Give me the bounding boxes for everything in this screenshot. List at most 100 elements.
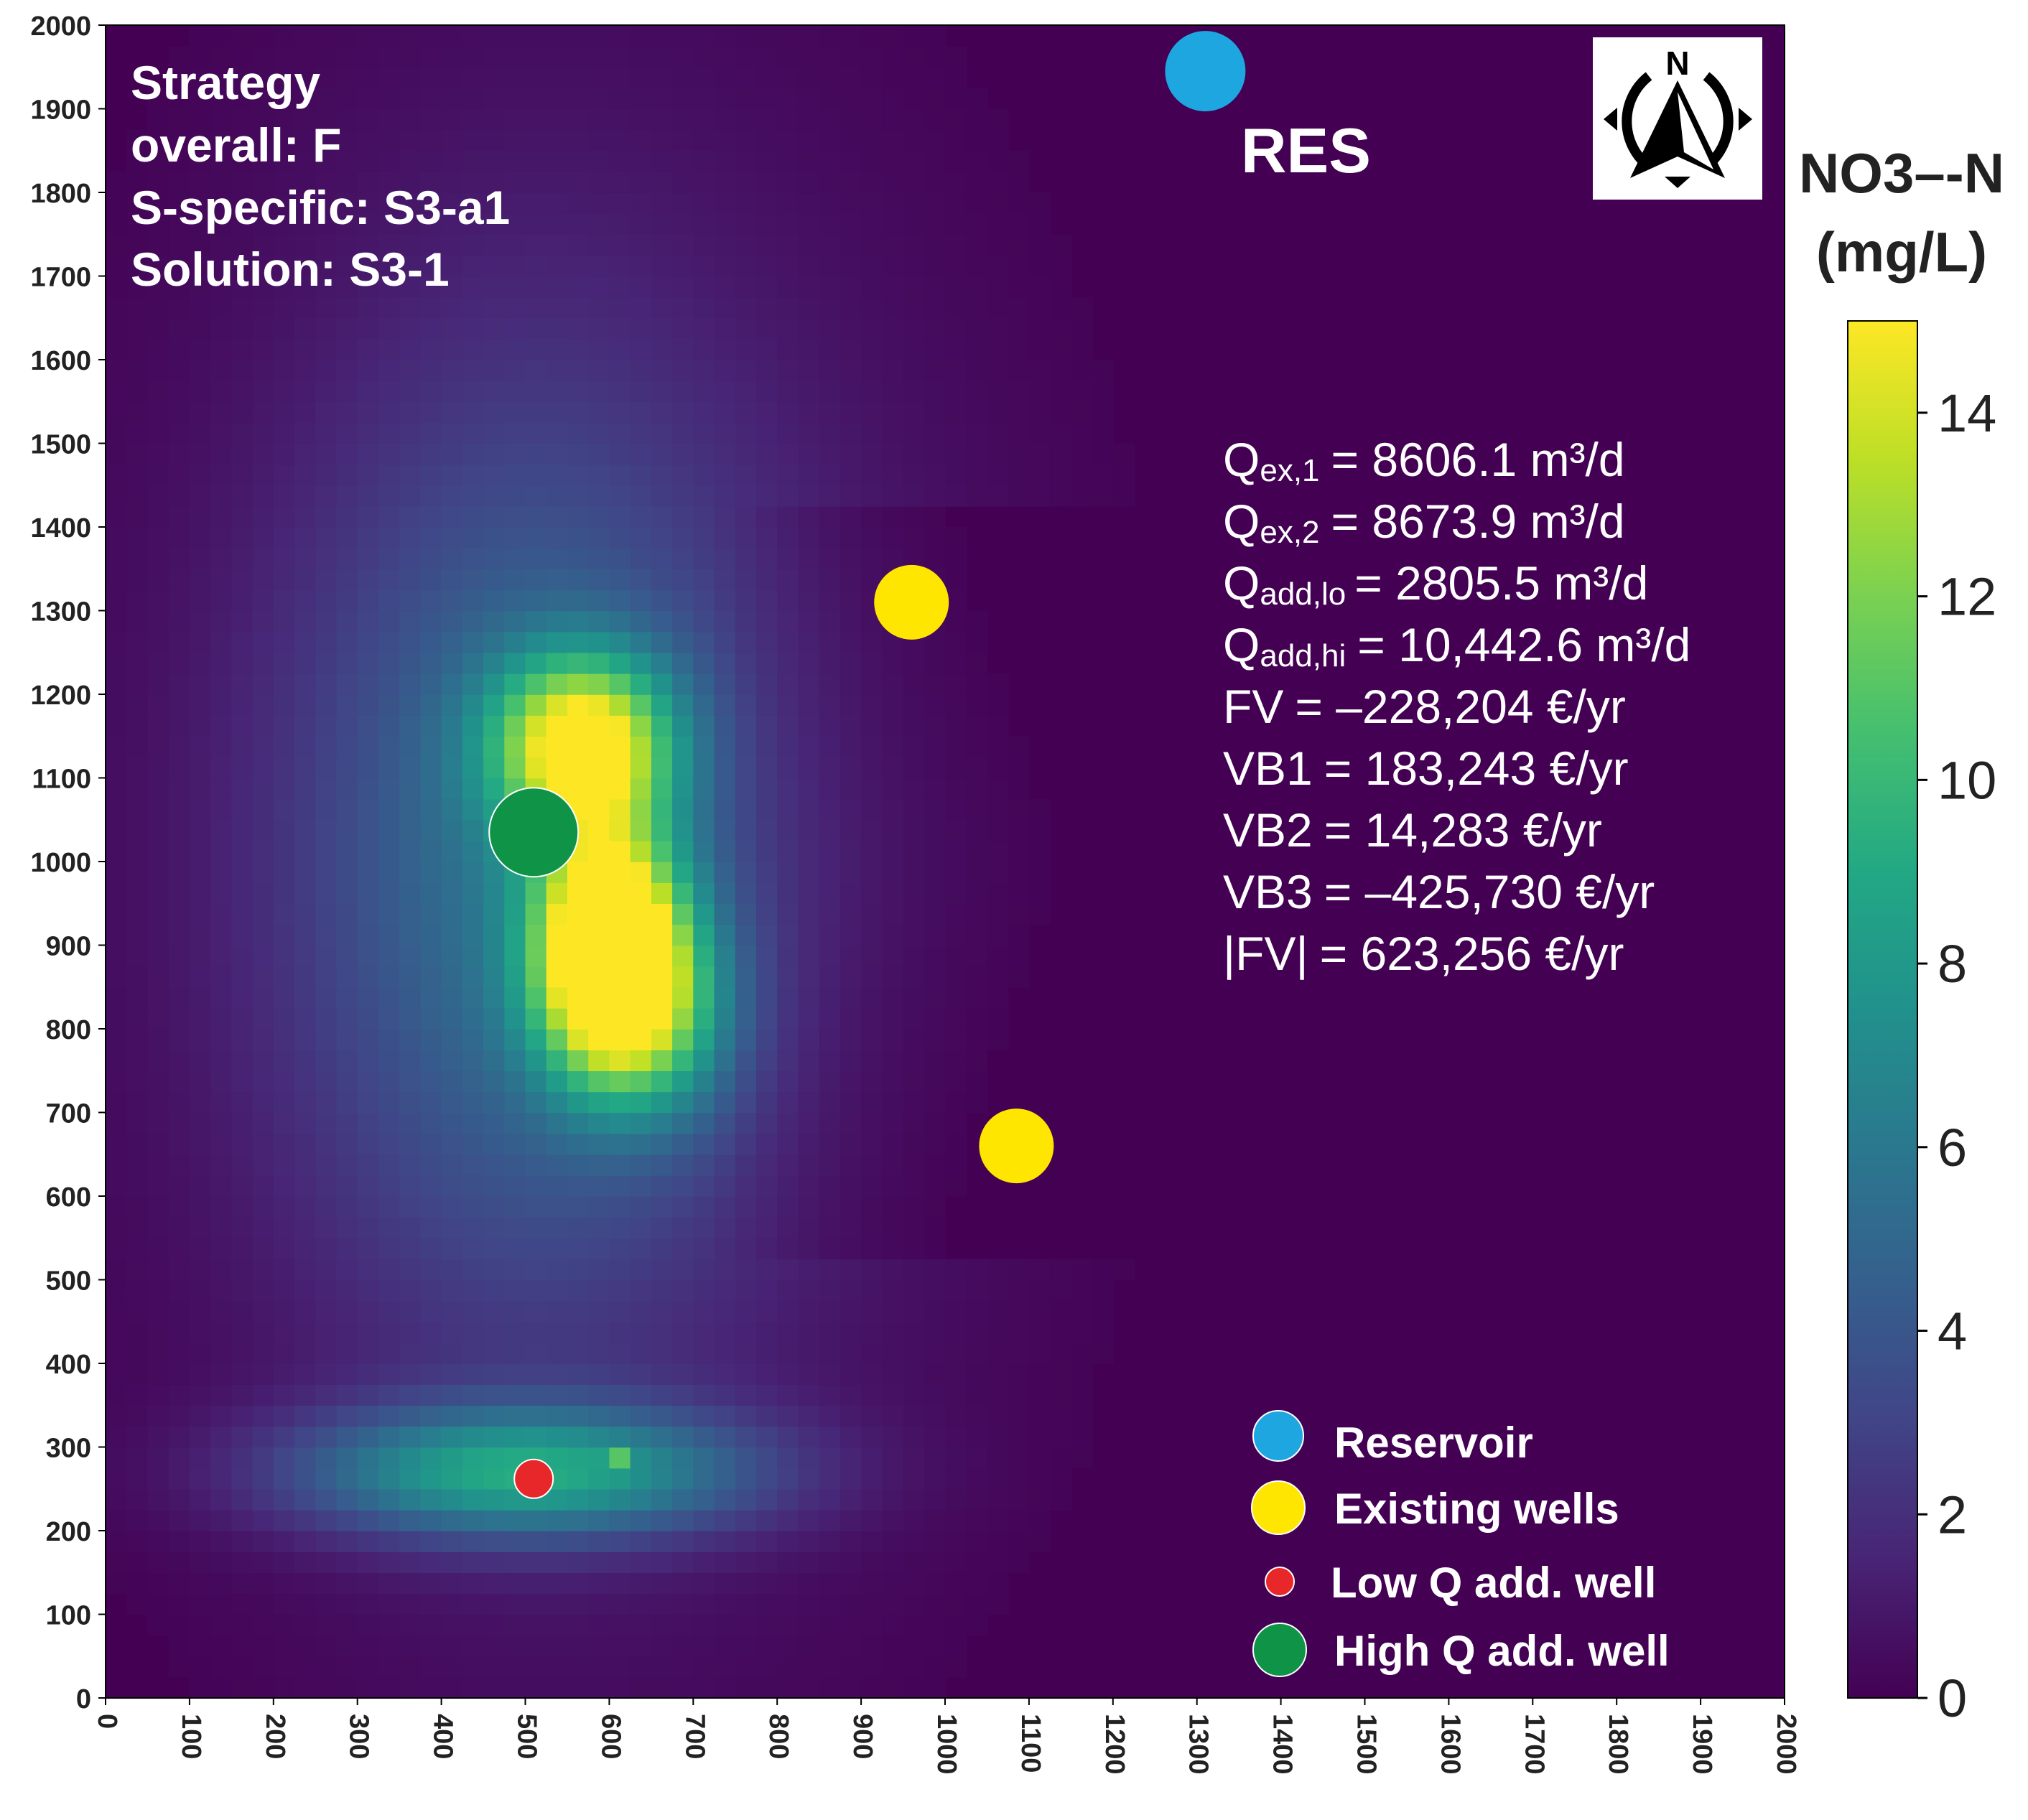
heat-cell (693, 1112, 715, 1134)
heat-cell (294, 317, 316, 340)
heat-cell (210, 255, 233, 277)
heat-cell (525, 1614, 547, 1636)
heat-cell (294, 297, 316, 319)
heat-cell (756, 862, 778, 883)
heat-cell (546, 652, 568, 674)
heat-cell (1008, 757, 1030, 779)
heat-cell (252, 1029, 274, 1050)
heat-cell (861, 88, 883, 110)
heat-cell (735, 924, 757, 946)
heat-cell (735, 1070, 757, 1093)
heat-cell (441, 1635, 463, 1657)
heat-cell (1008, 255, 1030, 277)
heat-cell (525, 485, 547, 507)
heat-cell (294, 1467, 316, 1490)
heat-cell (693, 1614, 715, 1636)
heat-cell (357, 1656, 379, 1678)
heat-cell (126, 1321, 149, 1343)
heat-cell (231, 67, 254, 89)
heat-cell (168, 108, 190, 131)
heat-cell (294, 986, 316, 1009)
heat-cell (504, 757, 526, 779)
heat-cell (567, 338, 589, 360)
heat-cell (294, 1593, 316, 1615)
heat-cell (210, 171, 233, 193)
heat-cell (882, 548, 904, 569)
heat-cell (315, 945, 338, 967)
heat-cell (966, 903, 988, 925)
heat-cell (1028, 276, 1051, 298)
heat-cell (273, 694, 295, 716)
heat-cell (399, 1363, 422, 1385)
heat-cell (777, 631, 799, 653)
heat-cell (546, 67, 568, 89)
heat-cell (420, 464, 442, 486)
heat-cell (903, 1384, 925, 1406)
heat-cell (756, 1070, 778, 1093)
heat-cell (756, 401, 778, 424)
heat-cell (546, 1154, 568, 1176)
heat-cell (756, 360, 778, 381)
heat-cell (588, 757, 610, 779)
heat-cell (924, 1196, 946, 1218)
heat-cell (126, 1572, 149, 1595)
heat-cell (651, 192, 673, 214)
heat-cell (777, 464, 799, 486)
heat-cell (126, 631, 149, 653)
heat-cell (252, 213, 274, 235)
heat-cell (609, 1467, 631, 1490)
heat-cell (189, 1133, 211, 1155)
heat-cell (399, 924, 422, 946)
heat-cell (588, 673, 610, 695)
heat-cell (819, 108, 841, 131)
heat-cell (693, 464, 715, 486)
heat-cell (420, 694, 442, 716)
heat-cell (735, 1656, 757, 1678)
heat-cell (483, 1070, 506, 1093)
heat-cell (672, 317, 694, 340)
compass-west-triangle (1604, 108, 1617, 131)
heat-cell (378, 422, 400, 444)
heat-cell (210, 1363, 233, 1385)
heat-cell (504, 255, 526, 277)
heat-cell (378, 882, 400, 904)
heat-cell (462, 171, 484, 193)
heat-cell (525, 1300, 547, 1322)
heat-cell (462, 276, 484, 298)
heat-cell (861, 798, 883, 821)
heat-cell (924, 715, 946, 737)
heat-cell (777, 778, 799, 800)
heat-cell (273, 1279, 295, 1302)
heat-cell (1008, 862, 1030, 883)
heat-cell (777, 297, 799, 319)
heat-cell (231, 1656, 254, 1678)
heat-cell (168, 548, 190, 569)
heat-cell (756, 1405, 778, 1427)
heat-cell (189, 1551, 211, 1573)
heat-cell (147, 360, 169, 381)
heat-cell (987, 381, 1009, 402)
heat-cell (693, 1656, 715, 1678)
heat-cell (315, 757, 338, 779)
heat-cell (1071, 1405, 1093, 1427)
heat-cell (798, 1007, 820, 1030)
heat-cell (546, 1300, 568, 1322)
heat-cell (462, 1363, 484, 1385)
heat-cell (315, 694, 338, 716)
heat-cell (126, 1531, 149, 1552)
heat-cell (903, 715, 925, 737)
heat-cell (462, 1279, 484, 1302)
heat-cell (714, 88, 736, 110)
heat-cell (609, 1572, 631, 1595)
heat-cell (924, 401, 946, 424)
heat-cell (1008, 422, 1030, 444)
heat-cell (735, 255, 757, 277)
heat-cell (903, 924, 925, 946)
heat-cell (546, 255, 568, 277)
heat-cell (273, 1635, 295, 1657)
heat-cell (882, 1531, 904, 1552)
heat-cell (462, 1593, 484, 1615)
heat-cell (210, 108, 233, 131)
heat-cell (504, 694, 526, 716)
result-fv: FV = –228,204 €/yr (1223, 680, 1626, 733)
